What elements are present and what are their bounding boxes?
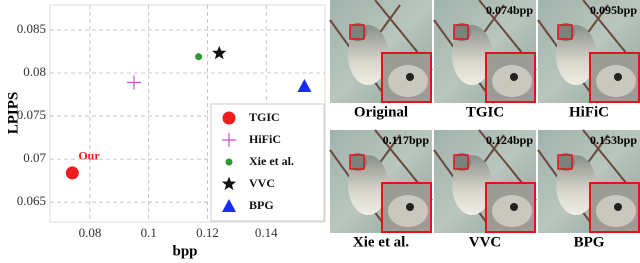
- bird-head: [557, 153, 575, 171]
- marker: [65, 166, 79, 180]
- zoom-eye: [510, 203, 518, 211]
- x-axis-label: bpp: [172, 243, 197, 259]
- image-panel: 0.095bpp HiFiC: [537, 0, 640, 120]
- zoom-head: [492, 195, 532, 227]
- image-panel: Original: [329, 0, 433, 120]
- y-tick-label: 0.08: [23, 64, 46, 79]
- bpp-label: 0.117bpp: [383, 133, 430, 147]
- image-panel: 0.074bpp TGIC: [433, 0, 537, 120]
- y-tick-label: 0.085: [17, 21, 46, 36]
- zoom-head: [388, 195, 428, 227]
- legend-marker: [221, 176, 237, 191]
- panel-label: BPG: [574, 234, 605, 250]
- bird-head: [349, 153, 367, 171]
- legend-label: HiFiC: [249, 132, 281, 146]
- bpp-label: 0.074bpp: [486, 3, 533, 17]
- bpp-label: 0.153bpp: [590, 133, 637, 147]
- zoom-eye: [406, 203, 414, 211]
- image-panel: 0.153bpp BPG: [537, 129, 640, 250]
- crop-box: [349, 154, 365, 170]
- zoom-eye: [406, 73, 414, 81]
- zoom-head: [492, 65, 532, 97]
- bird-head: [557, 23, 575, 41]
- legend-marker: [225, 158, 233, 166]
- marker: [127, 75, 142, 90]
- image-panel: 0.124bpp VVC: [433, 129, 537, 250]
- zoom-eye: [614, 73, 622, 81]
- x-tick-label: 0.14: [255, 225, 278, 240]
- zoom-eye: [614, 203, 622, 211]
- zoom-eye: [510, 73, 518, 81]
- y-axis-label: LPIPS: [5, 92, 21, 135]
- legend-label: TGIC: [249, 110, 280, 124]
- crop-box: [453, 154, 469, 170]
- panel-label: TGIC: [466, 104, 504, 120]
- legend-label: BPG: [249, 198, 274, 212]
- legend-marker: [222, 133, 236, 147]
- y-tick-label: 0.075: [17, 107, 46, 122]
- x-tick-label: 0.12: [196, 225, 219, 240]
- panel-label: HiFiC: [569, 104, 609, 120]
- zoom-head: [596, 195, 636, 227]
- panel-label: VVC: [469, 234, 502, 250]
- bpp-label: 0.124bpp: [486, 133, 533, 147]
- crop-box: [557, 24, 573, 40]
- marker: [212, 45, 227, 60]
- bird-head: [349, 23, 367, 41]
- panel-label: Original: [354, 104, 408, 120]
- annotation: Our: [78, 149, 100, 163]
- legend-marker: [222, 111, 236, 125]
- zoom-head: [596, 65, 636, 97]
- marker: [297, 78, 312, 92]
- legend-marker: [222, 199, 236, 212]
- legend-label: VVC: [249, 176, 275, 190]
- crop-box: [453, 24, 469, 40]
- bird-head: [453, 153, 471, 171]
- x-tick-label: 0.1: [141, 225, 157, 240]
- panel-label: Xie et al.: [353, 234, 409, 250]
- crop-box: [557, 154, 573, 170]
- y-tick-label: 0.065: [17, 193, 46, 208]
- x-tick-label: 0.08: [79, 225, 102, 240]
- bpp-label: 0.095bpp: [590, 3, 637, 17]
- y-tick-label: 0.07: [23, 150, 46, 165]
- crop-box: [349, 24, 365, 40]
- legend-label: Xie et al.: [249, 154, 294, 168]
- bird-head: [453, 23, 471, 41]
- image-panel: 0.117bpp Xie et al.: [329, 129, 433, 250]
- marker: [195, 53, 203, 61]
- zoom-head: [388, 65, 428, 97]
